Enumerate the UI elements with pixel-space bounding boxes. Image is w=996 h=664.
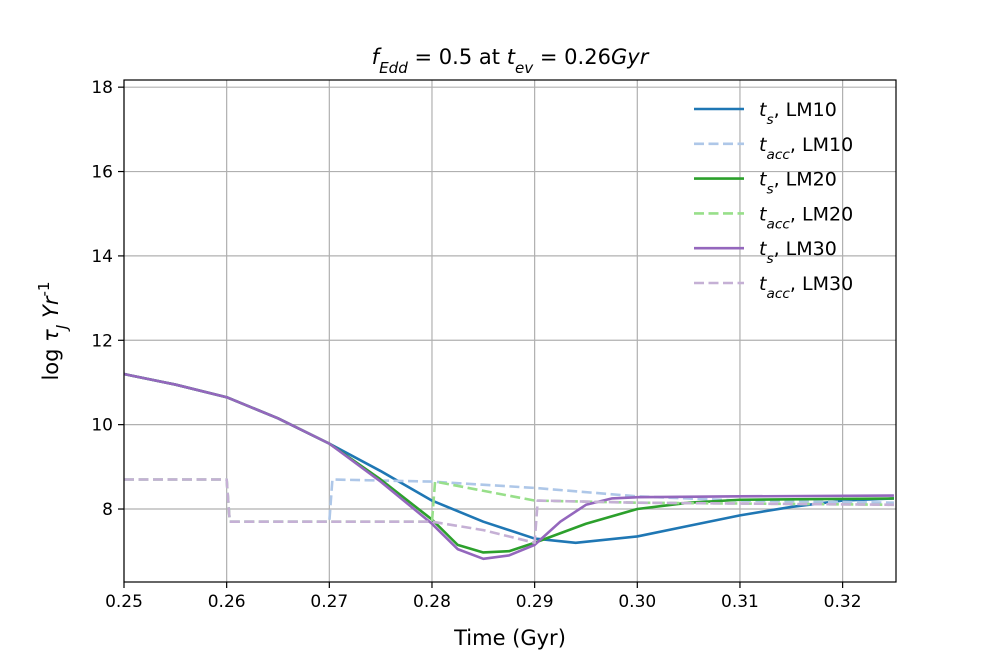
y-tick-label: 8: [102, 500, 113, 520]
y-tick-label: 12: [91, 331, 113, 351]
legend-label: tacc, LM30: [759, 273, 853, 302]
x-axis-label: Time (Gyr): [453, 626, 566, 650]
series-line: [124, 372, 894, 554]
x-tick-label: 0.26: [208, 592, 246, 612]
series-line: [124, 372, 894, 561]
series-line: [124, 372, 895, 545]
plot-frame: [123, 79, 897, 583]
legend-label: ts, LM20: [759, 169, 837, 198]
legend-label: tacc, LM10: [759, 134, 853, 163]
x-tick-label: 0.31: [721, 592, 759, 612]
legend-label: ts, LM30: [759, 238, 837, 267]
y-tick-label: 14: [91, 247, 113, 267]
y-axis-label: log τJ Yr-1: [35, 281, 71, 380]
series-line: [124, 478, 894, 545]
x-tick-label: 0.32: [824, 592, 862, 612]
x-tick-label: 0.29: [516, 592, 554, 612]
x-tick-label: 0.27: [310, 592, 348, 612]
y-tick-label: 16: [91, 163, 113, 183]
chart-title: fEdd = 0.5 at tev = 0.26Gyr: [372, 45, 650, 77]
x-tick-label: 0.25: [105, 592, 143, 612]
x-tick-label: 0.30: [618, 592, 656, 612]
y-tick-label: 18: [91, 78, 113, 98]
legend-label: tacc, LM20: [759, 203, 853, 232]
legend-label: ts, LM10: [759, 99, 837, 128]
x-tick-label: 0.28: [413, 592, 451, 612]
y-tick-label: 10: [91, 416, 113, 436]
